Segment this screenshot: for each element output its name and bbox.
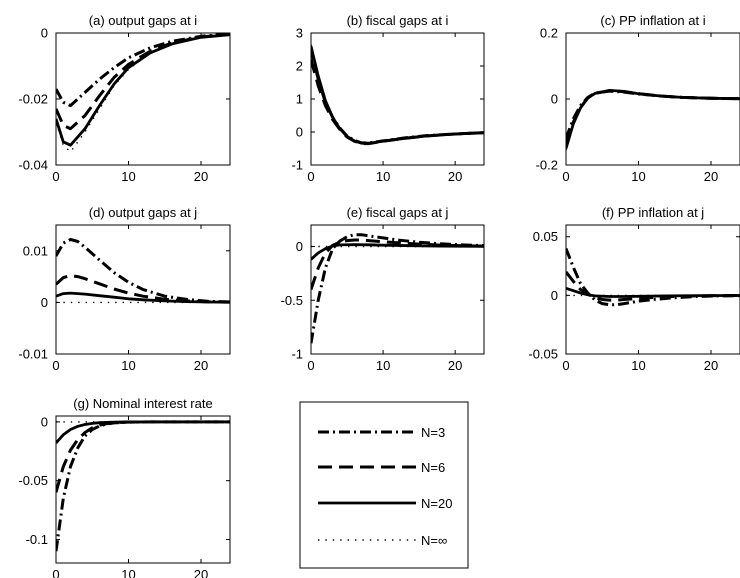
y-tick-label: 0.2 (540, 26, 558, 41)
y-tick-label: -0.1 (26, 532, 48, 547)
y-tick-label: 0.05 (533, 229, 558, 244)
axes-frame (565, 224, 740, 355)
series-group (56, 33, 230, 153)
series-line-n-3 (311, 233, 484, 344)
x-tick-label: 10 (376, 169, 390, 184)
legend-label: N=6 (421, 460, 445, 475)
y-tick-label: -1 (291, 347, 303, 362)
panel-3: 0.2 0 -0.2 0 10 20 (c) PP inflation at i (536, 13, 740, 184)
series-group (56, 237, 230, 304)
x-tick-label: 0 (562, 358, 569, 373)
y-tick-label: -0.2 (536, 158, 558, 173)
x-tick-label: 10 (121, 567, 135, 578)
x-tick-label: 10 (631, 358, 645, 373)
y-tick-label: 0 (551, 92, 558, 107)
y-tick-label: -1 (291, 158, 303, 173)
series-group (311, 44, 484, 146)
series-line-n-20 (566, 89, 740, 149)
x-tick-label: 20 (448, 358, 462, 373)
series-line-n-6 (56, 420, 230, 493)
panel-6: 0.05 0 -0.05 0 10 20 (f) PP inflation at j (528, 205, 740, 373)
y-tick-label: -0.05 (528, 347, 558, 362)
x-tick-label: 0 (307, 358, 314, 373)
series-line-n-20 (311, 45, 484, 145)
x-tick-label: 20 (704, 169, 718, 184)
panel-title: (f) PP inflation at j (602, 205, 704, 220)
y-tick-label: 0 (296, 125, 303, 140)
y-tick-label: -0.01 (18, 347, 48, 362)
series-line-n-3 (56, 237, 230, 304)
series-line-n-6 (56, 33, 230, 131)
y-tick-label: 2 (296, 59, 303, 74)
x-tick-label: 20 (194, 567, 208, 578)
series-line-n-3 (311, 49, 484, 145)
x-tick-label: 10 (631, 169, 645, 184)
y-tick-label: 1 (296, 92, 303, 107)
legend-label: N=20 (421, 496, 452, 511)
y-tick-label: -0.04 (18, 158, 48, 173)
x-tick-label: 10 (376, 358, 390, 373)
legend: N=3 N=6 N=20 N=∞ (299, 401, 469, 569)
series-group (566, 89, 740, 151)
series-line-n-3 (56, 33, 230, 108)
panel-title: (c) PP inflation at i (600, 13, 705, 28)
panel-1: 0 -0.02 -0.04 0 10 20 (a) output gaps at i (18, 13, 231, 184)
axes-frame (55, 224, 231, 355)
x-tick-label: 0 (52, 358, 59, 373)
y-tick-label: 0 (41, 26, 48, 41)
series-line-n (56, 34, 230, 153)
axes-frame (310, 32, 485, 166)
x-tick-label: 20 (448, 169, 462, 184)
series-group (56, 420, 230, 552)
panel-title: (b) fiscal gaps at i (347, 13, 449, 28)
axes-frame (55, 415, 231, 564)
y-tick-label: 0 (41, 295, 48, 310)
panel-4: 0.01 0 -0.01 0 10 20 (d) output gaps at j (18, 205, 231, 373)
x-tick-label: 0 (52, 169, 59, 184)
y-tick-label: -0.02 (18, 92, 48, 107)
y-tick-label: 0 (41, 414, 48, 429)
x-tick-label: 10 (121, 169, 135, 184)
y-tick-label: -0.5 (281, 293, 303, 308)
series-line-n-3 (56, 420, 230, 552)
x-tick-label: 0 (307, 169, 314, 184)
y-tick-label: 0 (551, 288, 558, 303)
panel-5: 0 -0.5 -1 0 10 20 (e) fiscal gaps at j (281, 205, 485, 373)
series-group (566, 247, 740, 307)
y-tick-label: 3 (296, 26, 303, 41)
series-group (311, 233, 484, 344)
x-tick-label: 0 (52, 567, 59, 578)
panel-title: (d) output gaps at j (89, 205, 198, 220)
series-line-n-20 (566, 286, 740, 298)
x-tick-label: 20 (194, 169, 208, 184)
panel-title: (g) Nominal interest rate (73, 396, 212, 411)
series-line-n-20 (311, 243, 484, 261)
y-tick-label: 0.01 (23, 243, 48, 258)
series-line-n-20 (56, 33, 230, 147)
x-tick-label: 10 (121, 358, 135, 373)
series-line-n-6 (311, 59, 484, 146)
panel-title: (a) output gaps at i (89, 13, 198, 28)
legend-box (299, 401, 469, 569)
axes-frame (55, 32, 231, 166)
panel-7: 0 -0.05 -0.1 0 10 20 (g) Nominal interest rate (18, 396, 231, 578)
y-tick-label: 0 (296, 239, 303, 254)
legend-label: N=∞ (421, 533, 447, 548)
legend-label: N=3 (421, 425, 445, 440)
x-tick-label: 0 (562, 169, 569, 184)
axes-frame (310, 224, 485, 355)
y-tick-label: -0.05 (18, 473, 48, 488)
x-tick-label: 20 (704, 358, 718, 373)
series-line-n (311, 44, 484, 144)
panel-title: (e) fiscal gaps at j (347, 205, 449, 220)
series-line-n-20 (56, 291, 230, 304)
x-tick-label: 20 (194, 358, 208, 373)
